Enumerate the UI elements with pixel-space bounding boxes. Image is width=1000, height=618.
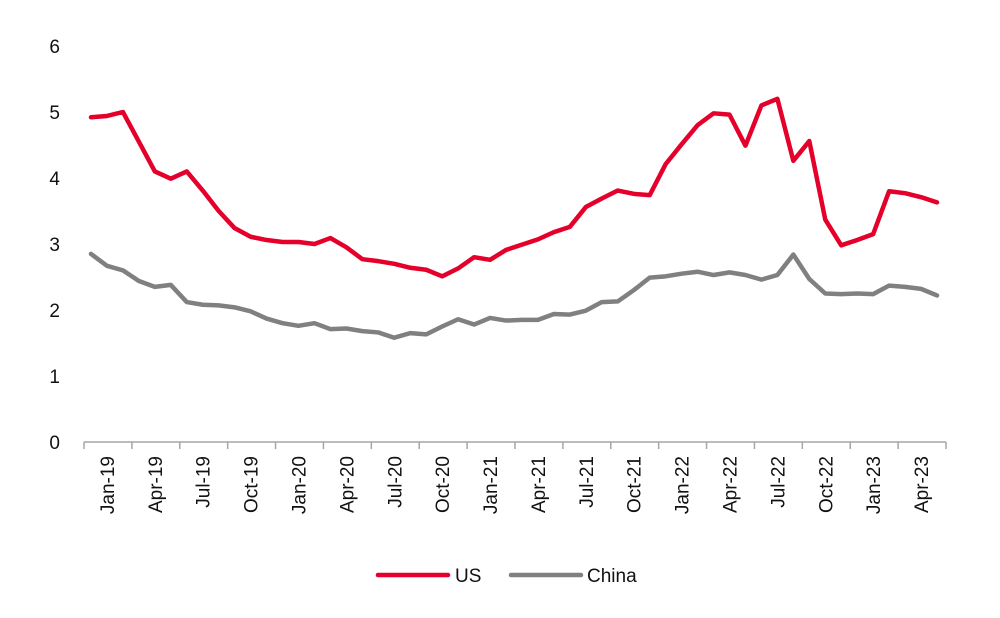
x-tick-label: Apr-22 [721,456,742,513]
series-lines [88,96,940,340]
x-tick-label: Apr-20 [337,456,358,513]
y-tick-label: 1 [49,367,60,388]
x-tick-label: Jul-19 [194,456,215,508]
x-tick-label: Jan-23 [864,456,885,514]
x-tick-label: Apr-19 [146,456,167,513]
legend: US China [375,566,637,587]
y-tick-label: 3 [49,235,60,256]
y-tick-label: 6 [49,37,60,58]
x-tick-label: Jul-22 [768,456,789,508]
series-line-china [88,251,940,340]
x-axis: Jan-19 Apr-19 Jul-19 Oct-19 Jan-20 Apr-20 Jul-… [83,441,947,514]
x-tick-label: Jul-20 [385,456,406,508]
x-tick-label: Jan-19 [98,456,119,514]
legend-label-us: US [455,566,481,587]
x-tick-label: Jan-21 [481,456,502,514]
x-tick-label: Oct-20 [433,456,454,513]
x-tick-label: Jan-22 [673,456,694,514]
x-tick-label: Oct-21 [625,456,646,513]
y-tick-label: 0 [49,433,60,454]
x-tick-label: Apr-23 [912,456,933,513]
y-tick-label: 5 [49,103,60,124]
y-tick-label: 4 [49,169,60,190]
y-axis: 0 1 2 3 4 5 6 [49,37,60,454]
x-tick-label: Oct-22 [816,456,837,513]
legend-label-china: China [587,566,637,587]
x-tick-label: Oct-19 [242,456,263,513]
x-tick-label: Jul-21 [577,456,598,508]
x-tick-label: Apr-21 [529,456,550,513]
y-tick-label: 2 [49,301,60,322]
x-tick-label: Jan-20 [290,456,311,514]
series-line-us [88,96,940,279]
